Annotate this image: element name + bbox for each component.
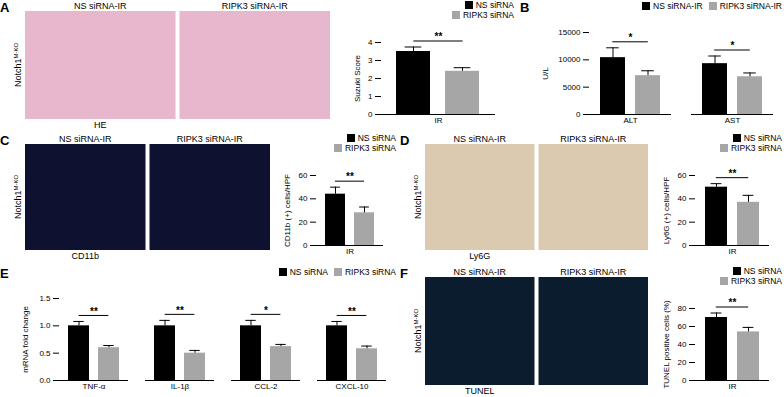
svg-text:NS siRNA-IR: NS siRNA-IR [453,134,506,144]
html-text:NS siRNA: NS siRNA [743,133,782,143]
svg-text:1: 1 [368,92,373,101]
svg-text:NS siRNA-IR: NS siRNA-IR [59,134,112,144]
svg-text:Notch1M-KO: Notch1M-KO [413,309,423,354]
svg-text:Notch1M-KO: Notch1M-KO [13,43,23,88]
svg-text:*: * [731,40,735,51]
html-text:B: B [520,0,530,15]
svg-text:IR: IR [435,116,443,125]
svg-text:0: 0 [682,376,687,385]
svg-text:RIPK3 siRNA-IR: RIPK3 siRNA-IR [560,267,627,277]
svg-text:80: 80 [678,304,687,313]
html-text:D: D [400,133,410,148]
svg-text:15000: 15000 [558,28,581,37]
svg-text:Ly6G (+) cells/HPF: Ly6G (+) cells/HPF [662,177,671,245]
svg-text:10000: 10000 [558,55,581,64]
svg-text:Notch1M-KO: Notch1M-KO [13,175,23,220]
svg-text:**: ** [435,31,443,42]
html-text:C: C [0,133,10,148]
svg-text:1.5: 1.5 [39,294,51,303]
svg-text:Ly6G: Ly6G [469,251,490,261]
svg-text:40: 40 [299,194,308,203]
svg-text:0: 0 [303,241,308,250]
svg-text:**: ** [348,306,356,317]
svg-text:CD11b (+) cells/HPF: CD11b (+) cells/HPF [283,174,292,247]
svg-text:1.0: 1.0 [39,321,51,330]
svg-text:2: 2 [368,74,373,83]
svg-text:TNF-α: TNF-α [83,382,106,391]
svg-text:**: ** [176,305,184,316]
svg-text:Notch1M-KO: Notch1M-KO [413,175,423,220]
svg-text:0: 0 [682,241,687,250]
html-text:E: E [0,266,9,281]
svg-text:5000: 5000 [563,83,581,92]
html-text:NS siRNA: NS siRNA [289,267,328,277]
svg-text:Suzuki Score: Suzuki Score [353,54,362,102]
svg-text:ALT: ALT [623,116,637,125]
html-text:F: F [400,266,408,281]
svg-text:*: * [264,305,268,316]
svg-text:0.0: 0.0 [39,376,51,385]
html-text:RIPK3 siRNA: RIPK3 siRNA [463,10,514,20]
svg-text:IR: IR [346,247,354,256]
svg-text:*: * [629,32,633,43]
svg-text:IL-1β: IL-1β [171,382,190,391]
svg-text:**: ** [90,306,98,317]
svg-text:20: 20 [678,358,687,367]
svg-text:CCL-2: CCL-2 [254,382,278,391]
html-text:NS siRNA-IR: NS siRNA-IR [653,1,703,11]
svg-text:**: ** [729,297,737,308]
svg-text:0: 0 [368,110,373,119]
svg-text:CD11b: CD11b [72,251,99,261]
svg-text:0: 0 [576,110,581,119]
svg-text:40: 40 [678,194,687,203]
svg-text:HE: HE [94,120,107,130]
html-text:RIPK3 siRNA: RIPK3 siRNA [345,267,396,277]
svg-text:3: 3 [368,56,373,65]
svg-text:AST: AST [725,116,741,125]
svg-text:CXCL-10: CXCL-10 [336,382,369,391]
svg-text:60: 60 [678,171,687,180]
svg-text:U/L: U/L [541,67,550,80]
html-text:A: A [0,0,10,15]
svg-text:RIPK3 siRNA-IR: RIPK3 siRNA-IR [177,134,244,144]
html-text:NS siRNA: NS siRNA [357,133,396,143]
svg-text:60: 60 [299,171,308,180]
html-text:RIPK3 siRNA: RIPK3 siRNA [731,276,782,286]
svg-text:60: 60 [678,322,687,331]
svg-text:IR: IR [729,382,737,391]
svg-text:NS siRNA-IR: NS siRNA-IR [453,267,506,277]
svg-text:TUNEL: TUNEL [465,386,495,396]
svg-text:40: 40 [678,340,687,349]
svg-text:TUNEL positive cells (%): TUNEL positive cells (%) [662,300,671,389]
html-text:RIPK3 siRNA: RIPK3 siRNA [731,143,782,153]
svg-text:0.5: 0.5 [39,349,51,358]
html-text:NS siRNA: NS siRNA [475,0,514,10]
svg-text:4: 4 [368,38,373,47]
svg-text:mRNA fold change: mRNA fold change [21,306,30,373]
svg-text:20: 20 [299,218,308,227]
svg-text:20: 20 [678,218,687,227]
html-text:RIPK3 siRNA-IR: RIPK3 siRNA-IR [719,1,782,11]
html-text:NS siRNA: NS siRNA [743,266,782,276]
svg-text:IR: IR [729,247,737,256]
html-text:RIPK3 siRNA: RIPK3 siRNA [345,143,396,153]
svg-text:RIPK3 siRNA-IR: RIPK3 siRNA-IR [222,1,289,11]
svg-text:RIPK3 siRNA-IR: RIPK3 siRNA-IR [560,134,627,144]
svg-text:**: ** [729,168,737,179]
svg-text:**: ** [346,171,354,182]
svg-text:NS siRNA-IR: NS siRNA-IR [74,1,127,11]
